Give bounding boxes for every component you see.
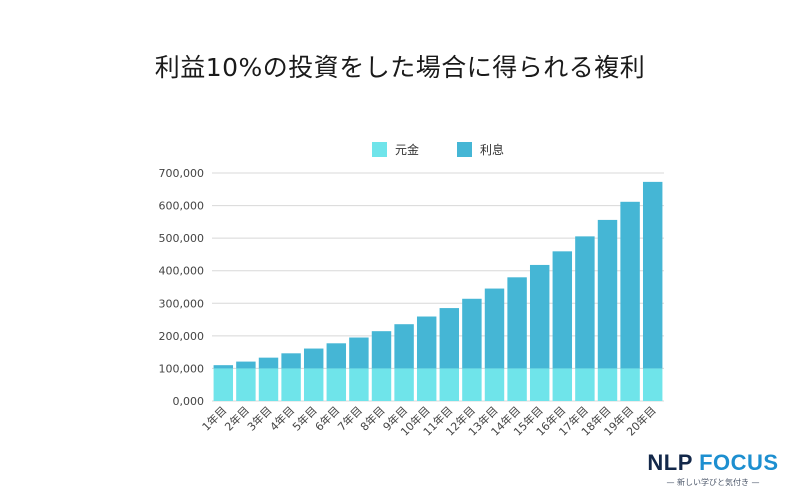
y-tick-label: 400,000	[159, 265, 205, 278]
bar-principal	[213, 368, 234, 401]
x-tick-label: 7年目	[335, 403, 365, 433]
x-tick-label: 5年目	[289, 403, 319, 433]
bar-principal	[484, 368, 505, 401]
bar-principal	[529, 368, 550, 401]
y-tick-label: 200,000	[159, 330, 205, 343]
chart-legend: 元金 利息	[372, 141, 542, 158]
bar-principal	[371, 368, 392, 401]
chart-title: 利益10%の投資をした場合に得られる複利	[154, 53, 646, 82]
y-tick-label: 600,000	[159, 200, 205, 213]
bar-interest	[575, 236, 595, 369]
bar-interest	[326, 343, 347, 369]
bar-interest	[484, 288, 505, 369]
bar-principal	[507, 368, 527, 401]
bar-principal	[552, 368, 573, 401]
bar-interest	[620, 201, 640, 369]
bar-principal	[439, 368, 460, 401]
y-tick-label: 100,000	[159, 362, 205, 375]
legend-swatch-principal	[372, 142, 387, 157]
bar-interest	[507, 277, 527, 369]
bar-interest	[349, 337, 369, 369]
y-tick-label: 700,000	[159, 167, 205, 180]
bar-interest	[529, 264, 550, 369]
bar-interest	[213, 365, 234, 369]
brand-logo: NLP FOCUS — 新しい学びと気付き —	[638, 451, 788, 488]
y-tick-label: 0,000	[173, 395, 205, 408]
bar-interest	[597, 219, 618, 369]
bar-principal	[349, 368, 369, 401]
bar-interest	[371, 331, 392, 369]
bar-principal	[462, 368, 482, 401]
bar-interest	[236, 361, 256, 369]
bar-interest	[552, 251, 573, 369]
bar-interest	[394, 324, 414, 369]
bar-principal	[326, 368, 347, 401]
bar-principal	[236, 368, 256, 401]
bar-principal	[258, 368, 279, 401]
legend-swatch-interest	[457, 142, 473, 157]
bar-interest	[439, 308, 460, 369]
legend-label-interest: 利息	[480, 143, 505, 157]
bar-principal	[642, 368, 663, 401]
bar-principal	[303, 368, 324, 401]
legend-item-principal: 元金	[372, 141, 419, 158]
bar-interest	[281, 353, 301, 369]
x-tick-label: 6年目	[312, 403, 342, 433]
bar-interest	[642, 181, 663, 369]
y-tick-label: 500,000	[159, 232, 205, 245]
bar-principal	[575, 368, 595, 401]
bar-interest	[416, 316, 437, 369]
bar-interest	[258, 357, 279, 369]
x-tick-label: 4年目	[267, 403, 297, 433]
bar-interest	[303, 348, 324, 369]
x-tick-label: 2年目	[222, 403, 252, 433]
bar-principal	[281, 368, 301, 401]
brand-tagline: — 新しい学びと気付き —	[666, 478, 760, 487]
x-tick-label: 3年目	[244, 403, 274, 433]
bar-interest	[462, 298, 482, 369]
x-tick-label: 8年目	[357, 403, 387, 433]
bar-principal	[416, 368, 437, 401]
legend-label-principal: 元金	[395, 143, 420, 157]
bar-principal	[620, 368, 640, 401]
brand-name: NLP FOCUS	[647, 450, 779, 475]
y-tick-label: 300,000	[159, 297, 205, 310]
bar-principal	[597, 368, 618, 401]
legend-item-interest: 利息	[457, 141, 504, 158]
bar-principal	[394, 368, 414, 401]
